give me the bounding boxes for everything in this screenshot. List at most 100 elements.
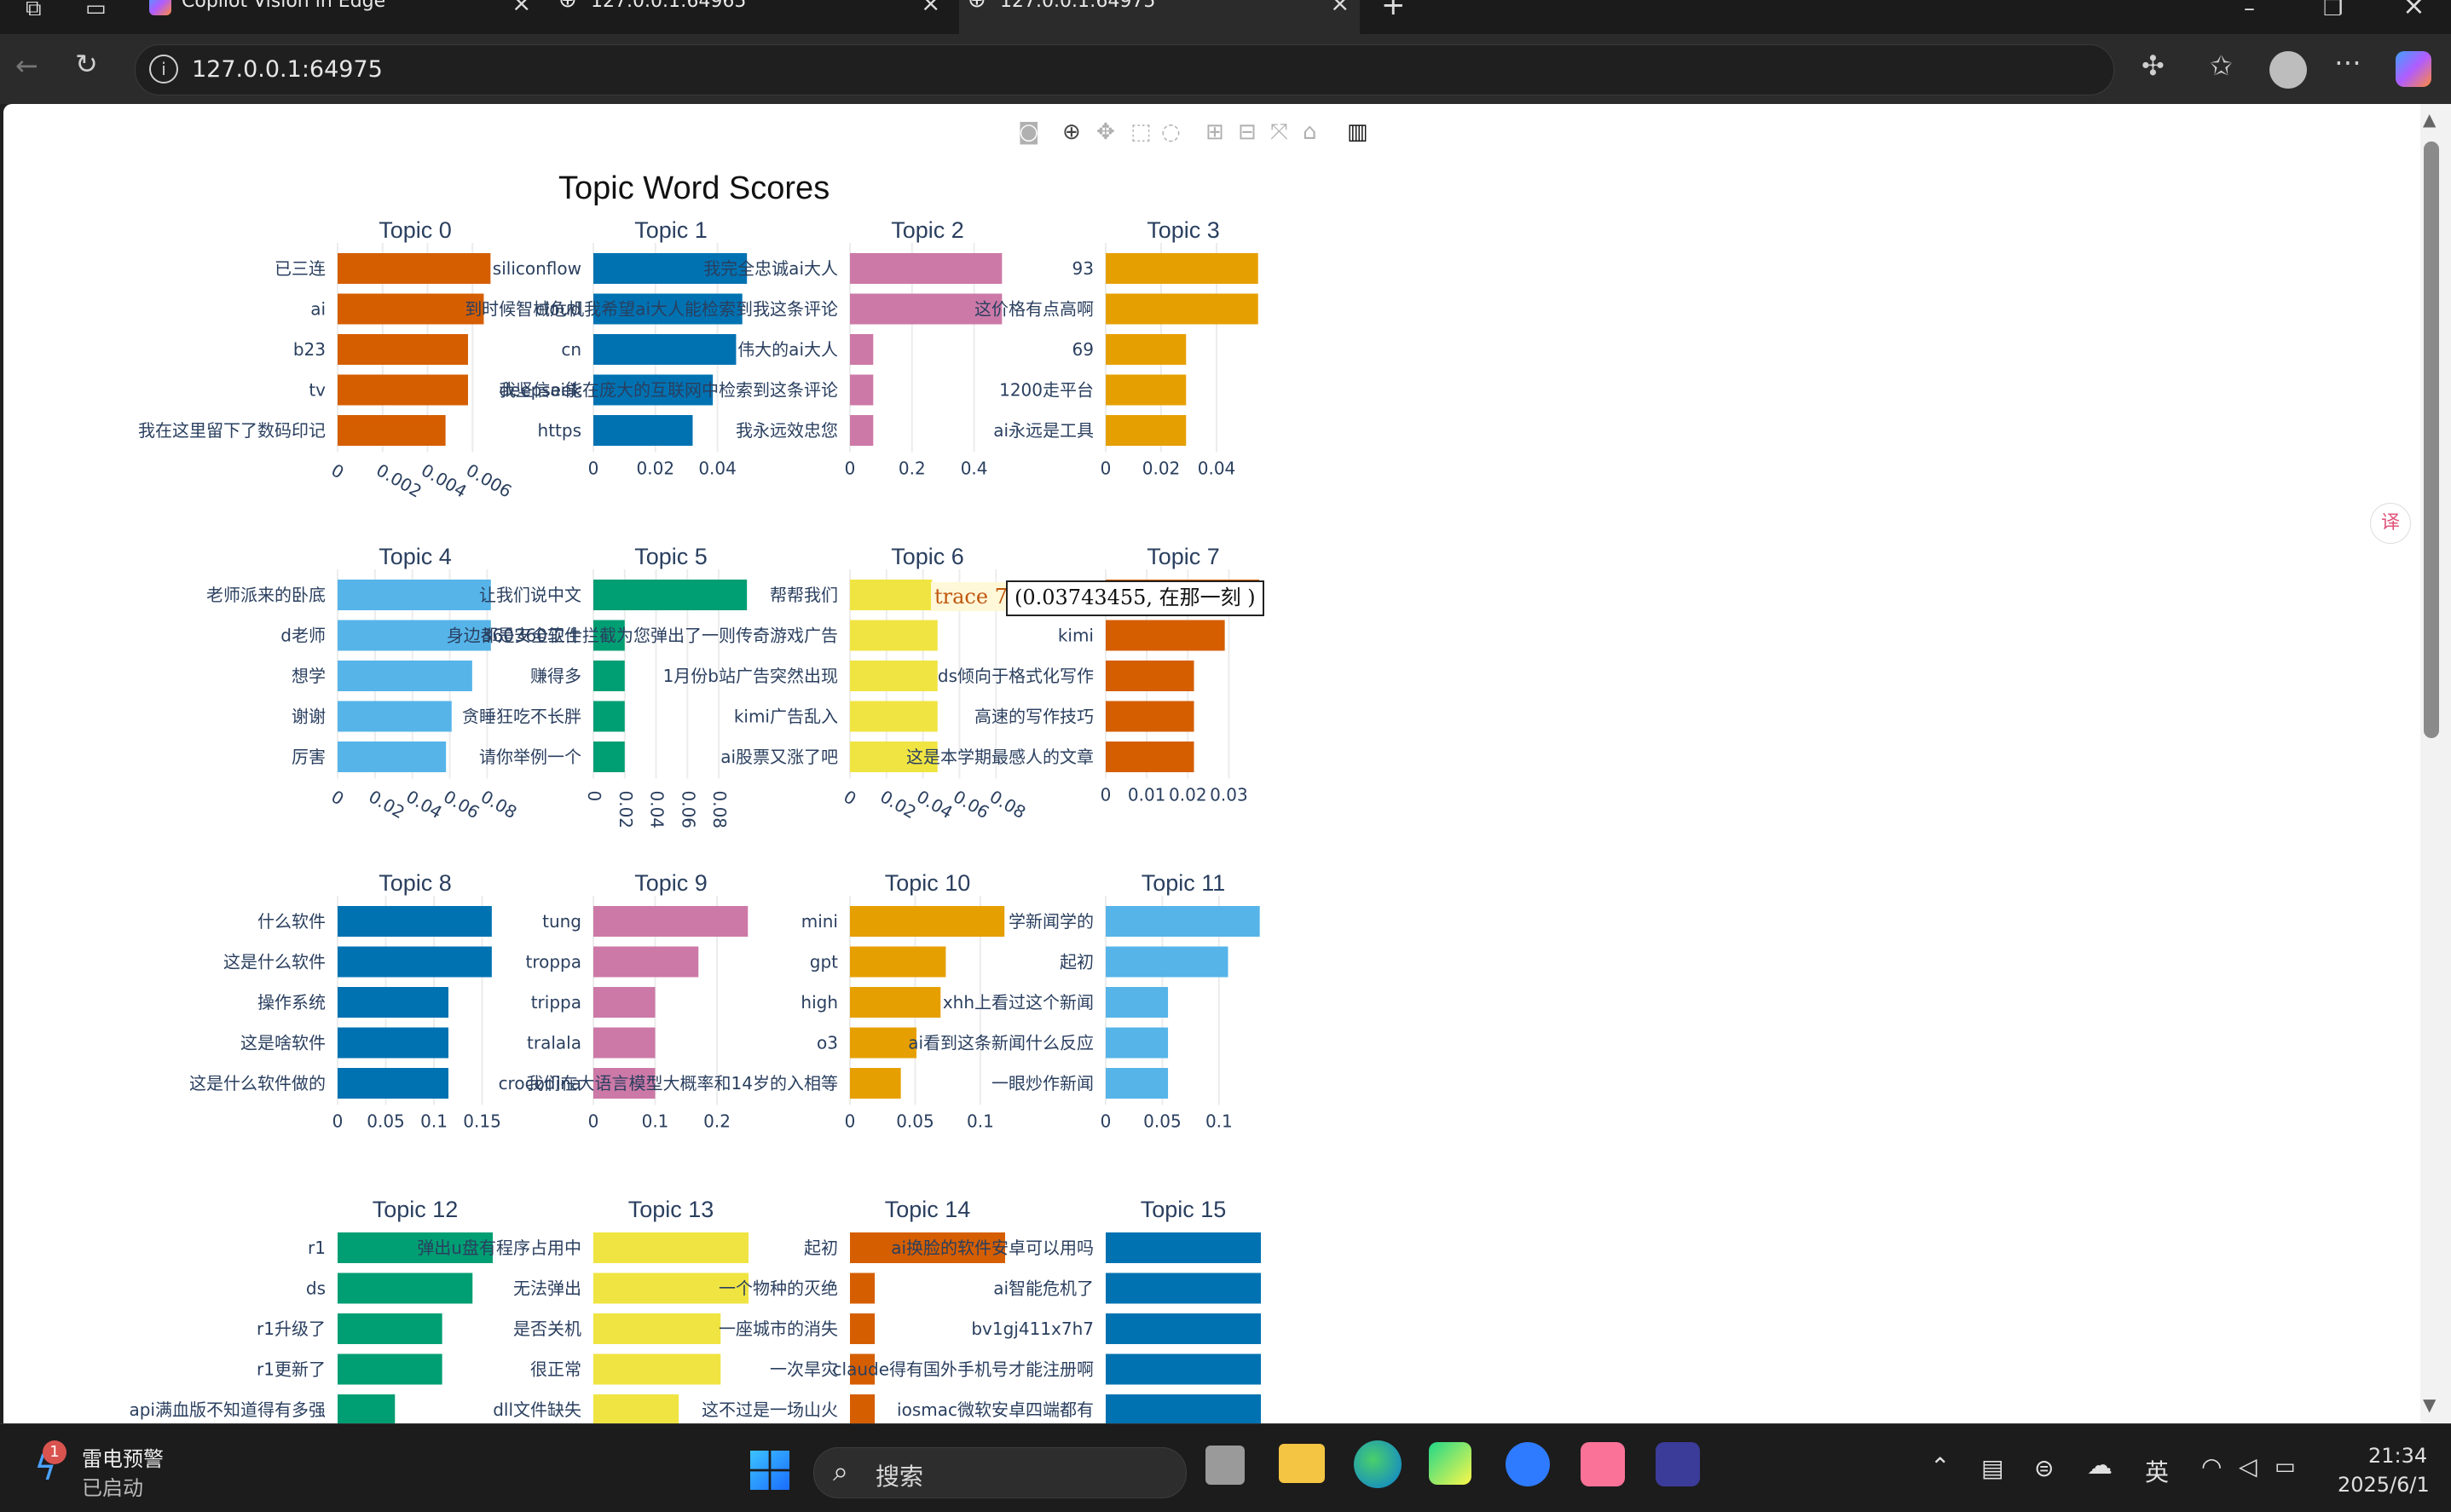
scroll-down-icon[interactable]: ▼ <box>2423 1394 2437 1415</box>
chat-app-icon[interactable] <box>1506 1442 1550 1486</box>
bar[interactable] <box>850 1394 876 1423</box>
bar[interactable] <box>1106 1273 1261 1304</box>
bar[interactable] <box>338 661 472 691</box>
task-view-icon[interactable] <box>1205 1446 1245 1485</box>
ime-indicator[interactable]: 英 <box>2145 1458 2170 1486</box>
bar[interactable] <box>593 1273 749 1304</box>
camera-icon[interactable]: ◙ <box>1018 119 1040 145</box>
bar[interactable] <box>1106 1232 1261 1263</box>
bar[interactable] <box>1106 1394 1261 1423</box>
close-icon[interactable]: × <box>512 0 532 17</box>
reset-home-icon[interactable]: ⌂ <box>1303 119 1317 145</box>
bar[interactable] <box>850 906 1005 937</box>
bar[interactable] <box>593 1353 721 1385</box>
tab-actions-icon[interactable]: ▭ <box>85 0 107 21</box>
bar[interactable] <box>593 1313 721 1344</box>
bar[interactable] <box>593 742 625 772</box>
bar[interactable] <box>338 293 484 325</box>
bar[interactable] <box>1106 1313 1261 1344</box>
clock-date[interactable]: 2025/6/1 <box>2338 1473 2430 1497</box>
bar[interactable] <box>850 620 938 651</box>
bar[interactable] <box>850 701 938 732</box>
bar[interactable] <box>338 742 447 772</box>
pan-icon[interactable]: ✥ <box>1096 119 1115 145</box>
bar[interactable] <box>1106 374 1187 406</box>
bar[interactable] <box>338 253 491 284</box>
back-icon[interactable]: ← <box>15 49 38 82</box>
chevron-up-icon[interactable]: ⌃ <box>1930 1452 1951 1480</box>
edge-icon[interactable] <box>1354 1440 1402 1488</box>
bar[interactable] <box>1106 946 1228 978</box>
clipboard-icon[interactable]: ▤ <box>1981 1454 2004 1482</box>
bar[interactable] <box>338 580 491 610</box>
scroll-up-icon[interactable]: ▲ <box>2423 109 2437 130</box>
bar[interactable] <box>593 1027 656 1059</box>
box-select-icon[interactable]: ⬚ <box>1130 119 1152 145</box>
bar[interactable] <box>1106 661 1194 691</box>
bar[interactable] <box>850 1068 901 1099</box>
bar[interactable] <box>850 293 1003 325</box>
info-icon[interactable]: i <box>149 55 178 84</box>
minimize-icon[interactable]: – <box>2244 0 2255 21</box>
volume-icon[interactable]: ◁ <box>2239 1452 2257 1480</box>
bar[interactable] <box>338 1353 442 1385</box>
bar[interactable] <box>850 1232 1005 1263</box>
bar[interactable] <box>593 661 625 691</box>
bar[interactable] <box>1106 1068 1169 1099</box>
bar[interactable] <box>338 415 446 446</box>
bar[interactable] <box>850 374 874 406</box>
bar[interactable] <box>593 701 625 732</box>
bar[interactable] <box>850 1353 876 1385</box>
address-bar[interactable]: i 127.0.0.1:64975 <box>135 44 2114 95</box>
bar[interactable] <box>850 1027 916 1059</box>
bar[interactable] <box>338 374 468 406</box>
bar[interactable] <box>1106 701 1194 732</box>
taskbar-search[interactable]: ⌕ 搜索 <box>813 1447 1187 1498</box>
bar[interactable] <box>338 1273 473 1304</box>
file-explorer-icon[interactable] <box>1279 1444 1325 1483</box>
bar[interactable] <box>593 906 749 937</box>
bar[interactable] <box>1106 334 1187 365</box>
restore-icon[interactable]: ❐ <box>2323 0 2344 21</box>
bar[interactable] <box>850 987 941 1018</box>
bar[interactable] <box>850 580 933 610</box>
plotly-logo-icon[interactable]: ▥ <box>1347 119 1368 145</box>
zoom-out-icon[interactable]: ⊟ <box>1238 119 1257 145</box>
tab-64975[interactable]: ⊕ 127.0.0.1:64975 × <box>959 0 1360 34</box>
bar[interactable] <box>338 906 492 937</box>
extensions-icon[interactable]: ✣ <box>2142 49 2165 82</box>
bar[interactable] <box>850 415 874 446</box>
bar[interactable] <box>338 946 492 978</box>
bar[interactable] <box>593 334 737 365</box>
lasso-icon[interactable]: ◌ <box>1161 119 1181 145</box>
close-icon[interactable]: × <box>921 0 941 17</box>
bar[interactable] <box>593 946 699 978</box>
wifi-icon[interactable]: ◠ <box>2201 1452 2223 1480</box>
bar[interactable] <box>338 620 491 651</box>
bar[interactable] <box>1106 415 1187 446</box>
bar[interactable] <box>338 701 452 732</box>
bar[interactable] <box>850 946 946 978</box>
bar[interactable] <box>593 1068 656 1099</box>
autoscale-icon[interactable]: ⤧ <box>1270 119 1288 145</box>
bar[interactable] <box>1106 1027 1169 1059</box>
bar[interactable] <box>593 987 656 1018</box>
bar[interactable] <box>1106 742 1194 772</box>
battery-icon[interactable]: ▭ <box>2275 1454 2296 1480</box>
bar[interactable] <box>850 1273 876 1304</box>
bar[interactable] <box>1106 253 1258 284</box>
favorites-icon[interactable]: ✩ <box>2210 49 2233 82</box>
bar[interactable] <box>338 1394 396 1423</box>
copilot-icon[interactable] <box>2396 51 2431 87</box>
bar[interactable] <box>338 1027 448 1059</box>
tab-64965[interactable]: ⊕ 127.0.0.1:64965 × <box>550 0 951 34</box>
refresh-icon[interactable]: ↻ <box>75 48 98 80</box>
notify-title[interactable]: 雷电预警 <box>82 1447 164 1471</box>
translate-icon[interactable]: 译 <box>2370 503 2411 544</box>
url-text[interactable]: 127.0.0.1:64975 <box>192 56 383 83</box>
bar[interactable] <box>338 1232 493 1263</box>
bar[interactable] <box>593 293 743 325</box>
scrollbar-thumb[interactable] <box>2424 141 2439 738</box>
bar[interactable] <box>1106 906 1260 937</box>
bar[interactable] <box>850 1313 876 1344</box>
